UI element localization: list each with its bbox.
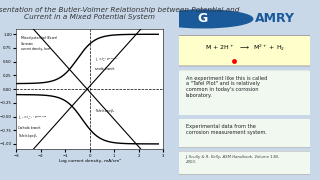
Text: J. Scully & R. Kelly, ASM Handbook, Volume 13B,
2003.: J. Scully & R. Kelly, ASM Handbook, Volu… (186, 155, 280, 164)
Text: Corrosion
current density, Icorr: Corrosion current density, Icorr (21, 42, 50, 51)
Text: G: G (198, 12, 208, 25)
FancyBboxPatch shape (177, 151, 312, 175)
FancyBboxPatch shape (177, 35, 312, 66)
FancyBboxPatch shape (177, 70, 312, 116)
Text: AMRY: AMRY (255, 12, 295, 25)
Text: Mixed potential (Ecorr): Mixed potential (Ecorr) (21, 36, 57, 40)
X-axis label: Log current density, mA/cm²: Log current density, mA/cm² (59, 159, 121, 163)
Text: $i_a = i_a^0 \cdot e^{\alpha F\eta/RT}$: $i_a = i_a^0 \cdot e^{\alpha F\eta/RT}$ (94, 55, 118, 64)
Circle shape (153, 10, 253, 28)
Text: Graphical Representation of the Butler-Volmer Relationship between Potential and: Graphical Representation of the Butler-V… (0, 7, 239, 21)
Text: M + 2H$^+$  $\longrightarrow$  M$^{2+}$ + H$_2$: M + 2H$^+$ $\longrightarrow$ M$^{2+}$ + … (205, 43, 285, 53)
Text: anodic branch: anodic branch (94, 68, 114, 71)
Text: Experimental data from the
corrosion measurement system.: Experimental data from the corrosion mea… (186, 124, 267, 135)
Text: $i_{H^+} = i_{H^+}^0 \cdot e^{-\alpha F\eta/RT}$: $i_{H^+} = i_{H^+}^0 \cdot e^{-\alpha F\… (19, 113, 49, 122)
FancyBboxPatch shape (177, 118, 312, 148)
Text: Tafel slope $\beta_c$: Tafel slope $\beta_c$ (19, 132, 39, 140)
Text: Cathodic branch: Cathodic branch (19, 126, 41, 130)
Text: An experiment like this is called
a "Tafel Plot" and is relatively
common in tod: An experiment like this is called a "Taf… (186, 76, 267, 98)
Text: Tafel slope $\beta_a$: Tafel slope $\beta_a$ (94, 107, 115, 115)
